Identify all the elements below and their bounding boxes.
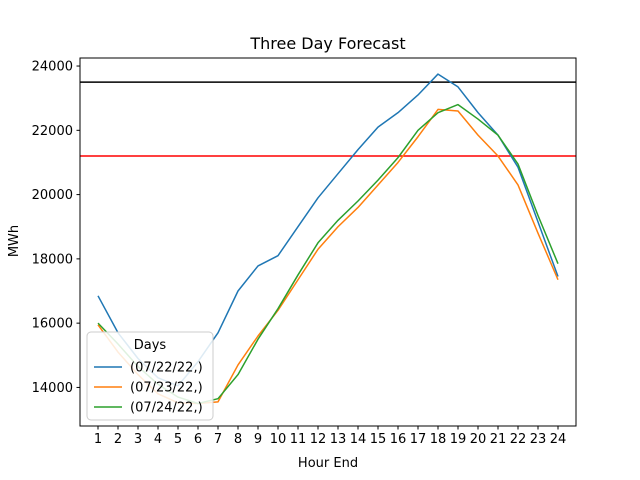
legend-title: Days <box>134 338 167 353</box>
x-tick-label: 20 <box>470 432 487 447</box>
x-axis-label: Hour End <box>298 456 358 471</box>
x-tick-label: 17 <box>410 432 427 447</box>
legend-box <box>86 331 214 421</box>
x-tick-label: 23 <box>530 432 547 447</box>
legend-items: (07/22/22,) (07/23/22,) (07/24/22,) <box>94 361 203 416</box>
x-tick-label: 8 <box>234 432 242 447</box>
x-tick-label: 18 <box>430 432 447 447</box>
chart-title: Three Day Forecast <box>249 34 405 53</box>
x-tick-label: 7 <box>214 432 222 447</box>
x-axis-ticks: 1 2 3 4 5 6 7 8 9 10 11 12 13 14 15 16 17 18 19 20 21 22 23 24 <box>94 426 566 447</box>
y-tick-label: 24000 <box>32 60 73 75</box>
legend-label-1: (07/22/22,) <box>130 361 203 376</box>
x-tick-label: 11 <box>290 432 307 447</box>
y-tick-label: 16000 <box>32 317 73 332</box>
x-tick-label: 12 <box>310 432 327 447</box>
x-tick-label: 19 <box>450 432 467 447</box>
plot-area-frame <box>79 57 577 427</box>
y-tick-label: 14000 <box>32 381 73 396</box>
reference-lines <box>80 81 576 157</box>
x-tick-label: 4 <box>154 432 162 447</box>
y-tick-label: 20000 <box>32 188 73 203</box>
x-tick-label: 15 <box>370 432 387 447</box>
x-tick-label: 3 <box>134 432 142 447</box>
x-tick-label: 1 <box>94 432 102 447</box>
x-tick-label: 6 <box>194 432 202 447</box>
y-tick-label: 22000 <box>32 124 73 139</box>
x-tick-label: 24 <box>550 432 567 447</box>
x-tick-label: 16 <box>390 432 407 447</box>
y-axis-ticks: 14000 16000 18000 20000 22000 24000 <box>32 60 80 396</box>
x-tick-label: 21 <box>490 432 507 447</box>
x-tick-label: 22 <box>510 432 527 447</box>
x-tick-label: 9 <box>254 432 262 447</box>
x-tick-label: 10 <box>270 432 287 447</box>
x-tick-label: 14 <box>350 432 367 447</box>
legend-label-3: (07/24/22,) <box>130 401 203 416</box>
y-axis-label: MWh <box>7 225 22 257</box>
y-tick-label: 18000 <box>32 252 73 267</box>
legend-label-2: (07/23/22,) <box>130 381 203 396</box>
x-tick-label: 5 <box>174 432 182 447</box>
x-tick-label: 2 <box>114 432 122 447</box>
legend: Days (07/22/22,) (07/23/22,) (07/24/22,) <box>86 331 214 421</box>
x-tick-label: 13 <box>330 432 347 447</box>
